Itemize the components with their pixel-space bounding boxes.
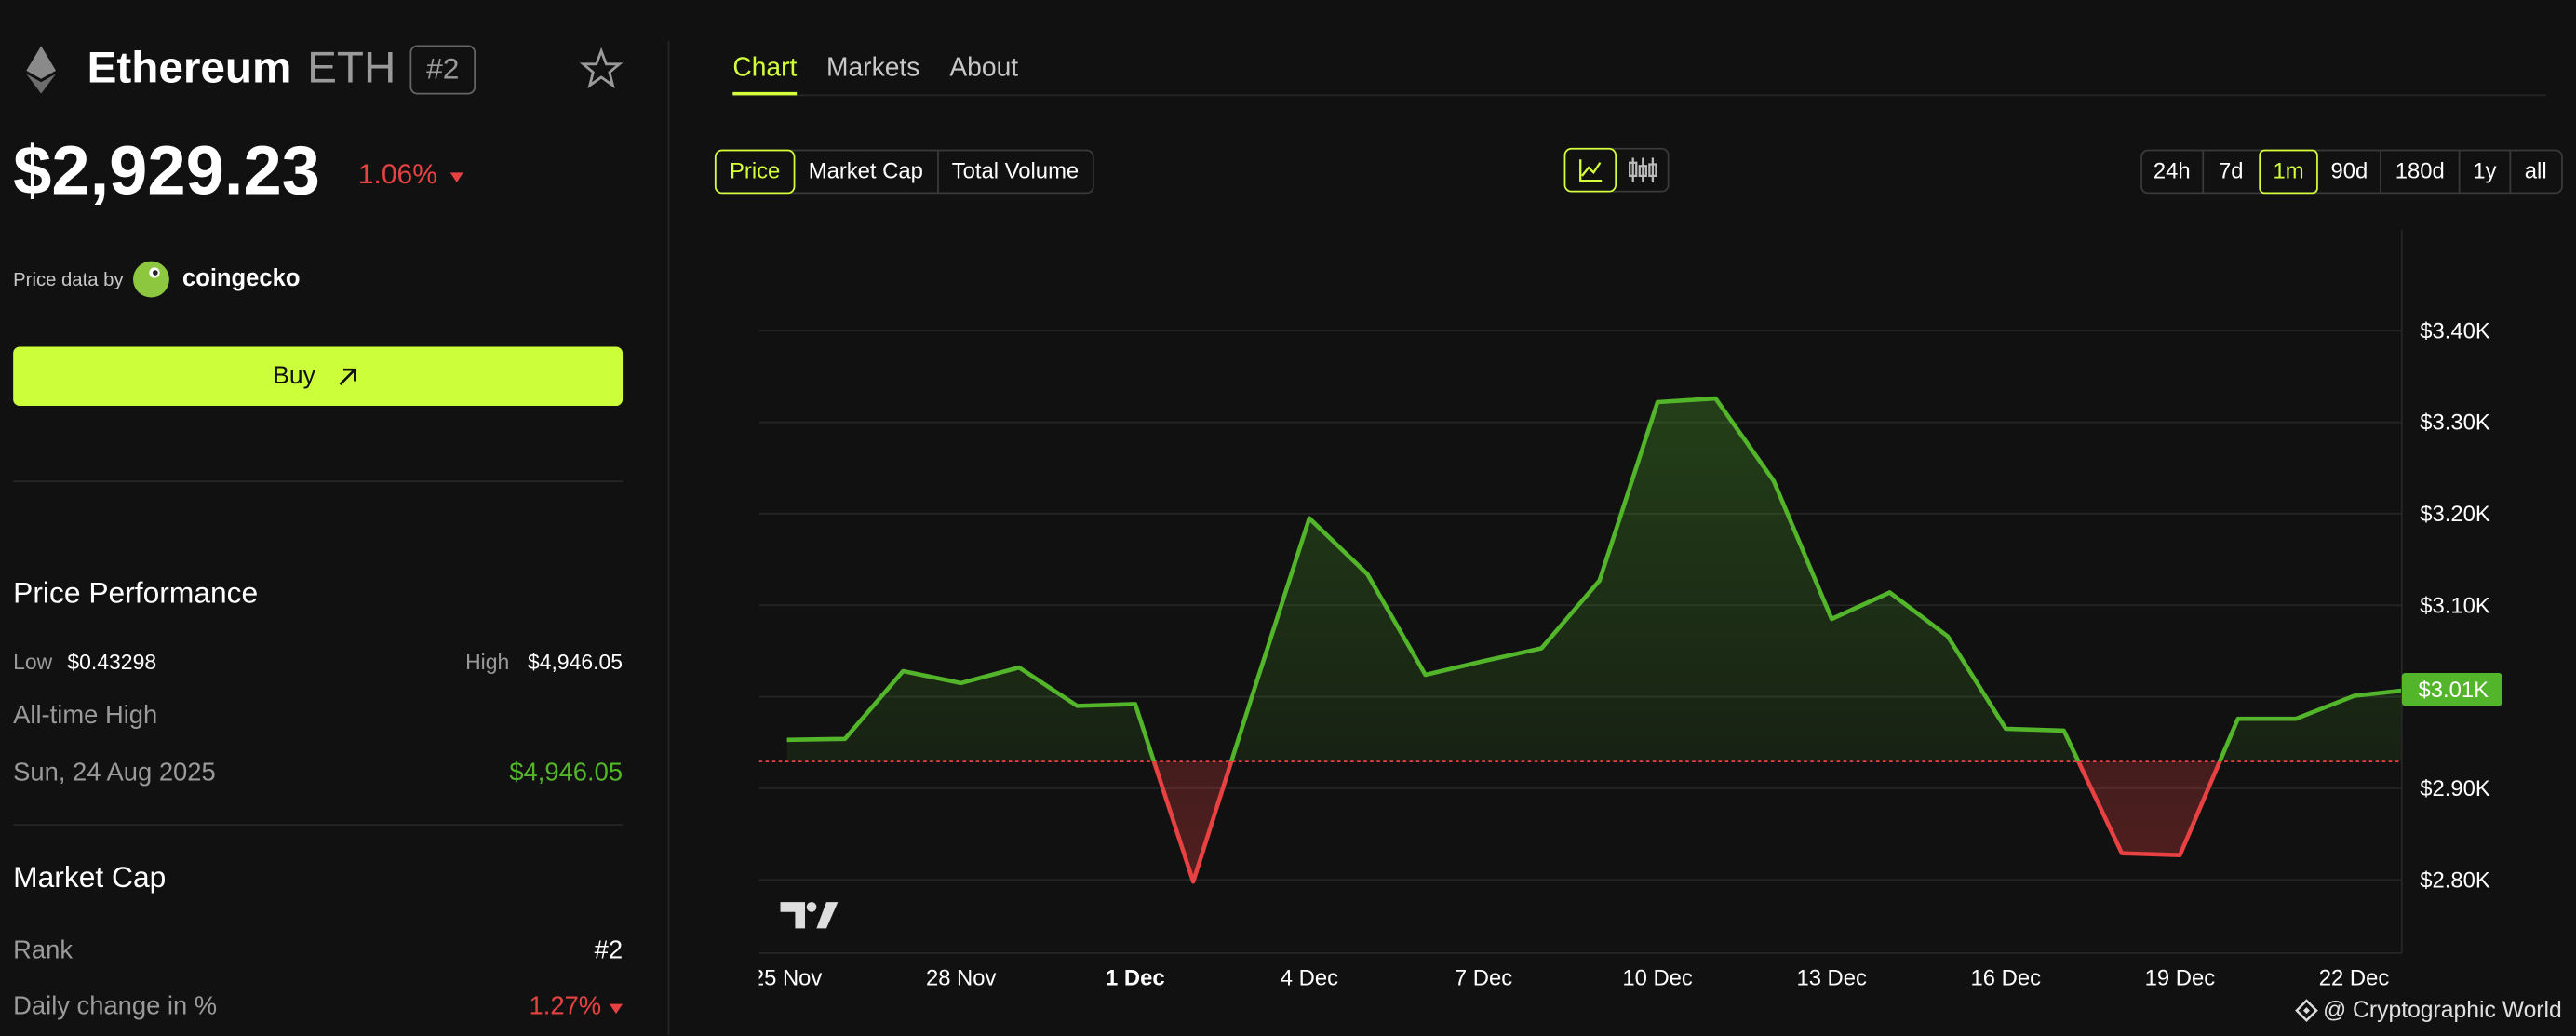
range-button[interactable]: 24h [2153,159,2191,184]
price-change: 1.06% [358,159,437,190]
watermark: @ Cryptographic World [2323,998,2562,1023]
y-tick-label: $2.90K [2420,776,2490,801]
x-tick-label: 16 Dec [1971,965,2042,990]
metric-button[interactable]: Price [730,159,780,184]
range-group [2140,149,2563,195]
rank-label: Rank [13,935,73,963]
tab[interactable]: Chart [732,52,797,82]
buy-label: Buy [273,361,315,389]
tab[interactable]: About [949,52,1018,82]
y-tick-label: $3.30K [2420,410,2490,436]
grid [758,330,2402,881]
daily-value: 1.27% [530,990,602,1019]
ath-label: All-time High [13,700,157,729]
high-value: $4,946.05 [528,650,623,674]
rank-badge [409,45,476,95]
range-button[interactable]: 7d [2219,159,2244,184]
source-label: Price data by [13,270,124,290]
x-axis: 25 Nov 28 Nov 1 Dec 4 Dec 7 Dec 10 Dec 13 Dec 1… [752,965,2390,990]
down-arrow [449,172,463,182]
coin-name: Ethereum [87,44,292,93]
x-tick-label: 28 Nov [926,965,997,990]
x-tick-label: 19 Dec [2145,965,2216,990]
candle-icon[interactable] [1629,157,1657,182]
range-button[interactable]: 1m [2273,159,2303,184]
price-line-down [1151,761,2222,884]
low-value: $0.43298 [67,650,156,674]
price-line-up [786,396,2402,762]
area-down [786,761,2402,882]
range-separators [2202,151,2512,193]
line-chart-button[interactable] [1563,147,1617,193]
metric-button[interactable]: Total Volume [952,159,1079,184]
x-tick-label: 4 Dec [1281,965,1338,990]
y-tick-label: $3.40K [2420,318,2490,343]
buy-button[interactable] [13,346,624,407]
x-tick-label: 25 Nov [752,965,823,990]
tab[interactable]: Markets [826,52,919,82]
area-up [786,398,2402,762]
source-name: coingecko [182,265,301,291]
ath-date: Sun, 24 Aug 2025 [13,758,216,787]
metric-selected [714,149,796,195]
y-tick-label: $2.80K [2420,868,2490,893]
high-label: High [465,650,509,674]
price-tag [2401,673,2502,706]
line-icon [1579,159,1603,182]
watermark-icon [2295,999,2318,1022]
y-tick-label: $3.10K [2420,593,2490,618]
x-tick-label: 1 Dec [1106,965,1165,990]
range-button[interactable]: 90d [2330,159,2368,184]
y-tick-label: $3.20K [2420,502,2490,527]
coin-symbol: ETH [307,44,396,93]
rank-text: #2 [426,51,459,85]
range-button[interactable]: 1y [2473,159,2496,184]
section-title: Price Performance [13,575,258,609]
x-tick-label: 22 Dec [2319,965,2390,990]
price: $2,929.23 [13,131,320,209]
price-tag-label: $3.01K [2419,678,2489,703]
range-button[interactable]: 180d [2395,159,2445,184]
tradingview-logo [780,902,839,929]
daily-label: Daily change in % [13,990,217,1019]
x-tick-label: 7 Dec [1455,965,1512,990]
section-title: Market Cap [13,860,166,894]
favorite-star[interactable] [579,47,624,89]
rank-value: #2 [595,935,623,963]
plot [758,396,2402,884]
x-tick-label: 10 Dec [1622,965,1693,990]
buy-arrow [339,368,356,386]
low-label: Low [13,650,53,674]
down-arrow [609,1003,624,1015]
metric-button[interactable]: Market Cap [809,159,923,184]
range-button[interactable]: all [2525,159,2547,184]
coingecko-logo [133,261,169,298]
ath-value: $4,946.05 [509,758,623,787]
x-tick-label: 13 Dec [1796,965,1867,990]
range-selected [2259,149,2318,195]
eth-icon [26,46,57,94]
